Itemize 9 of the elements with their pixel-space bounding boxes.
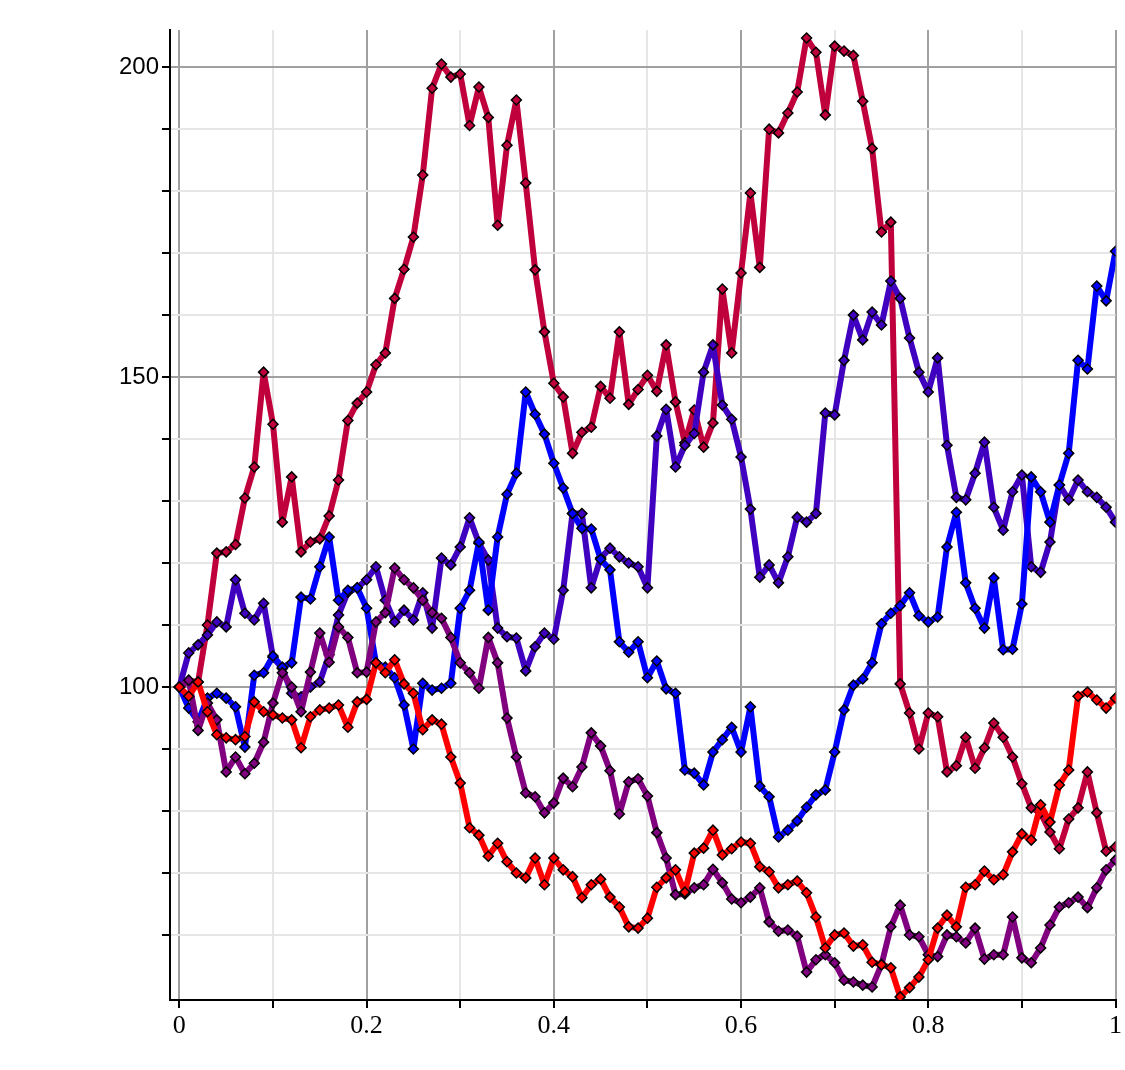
x-tick-label: 0 — [172, 1010, 186, 1040]
x-tick-label: 0.8 — [912, 1010, 945, 1040]
x-tick-label: 0.2 — [350, 1010, 383, 1040]
y-tick-label: 100 — [118, 671, 159, 699]
x-tick-label: 1 — [1109, 1010, 1122, 1040]
y-tick-label: 150 — [118, 361, 159, 389]
y-tick-label: 200 — [118, 51, 159, 79]
x-tick-label: 0.6 — [724, 1010, 758, 1040]
x-tick-label: 0.4 — [537, 1010, 571, 1040]
